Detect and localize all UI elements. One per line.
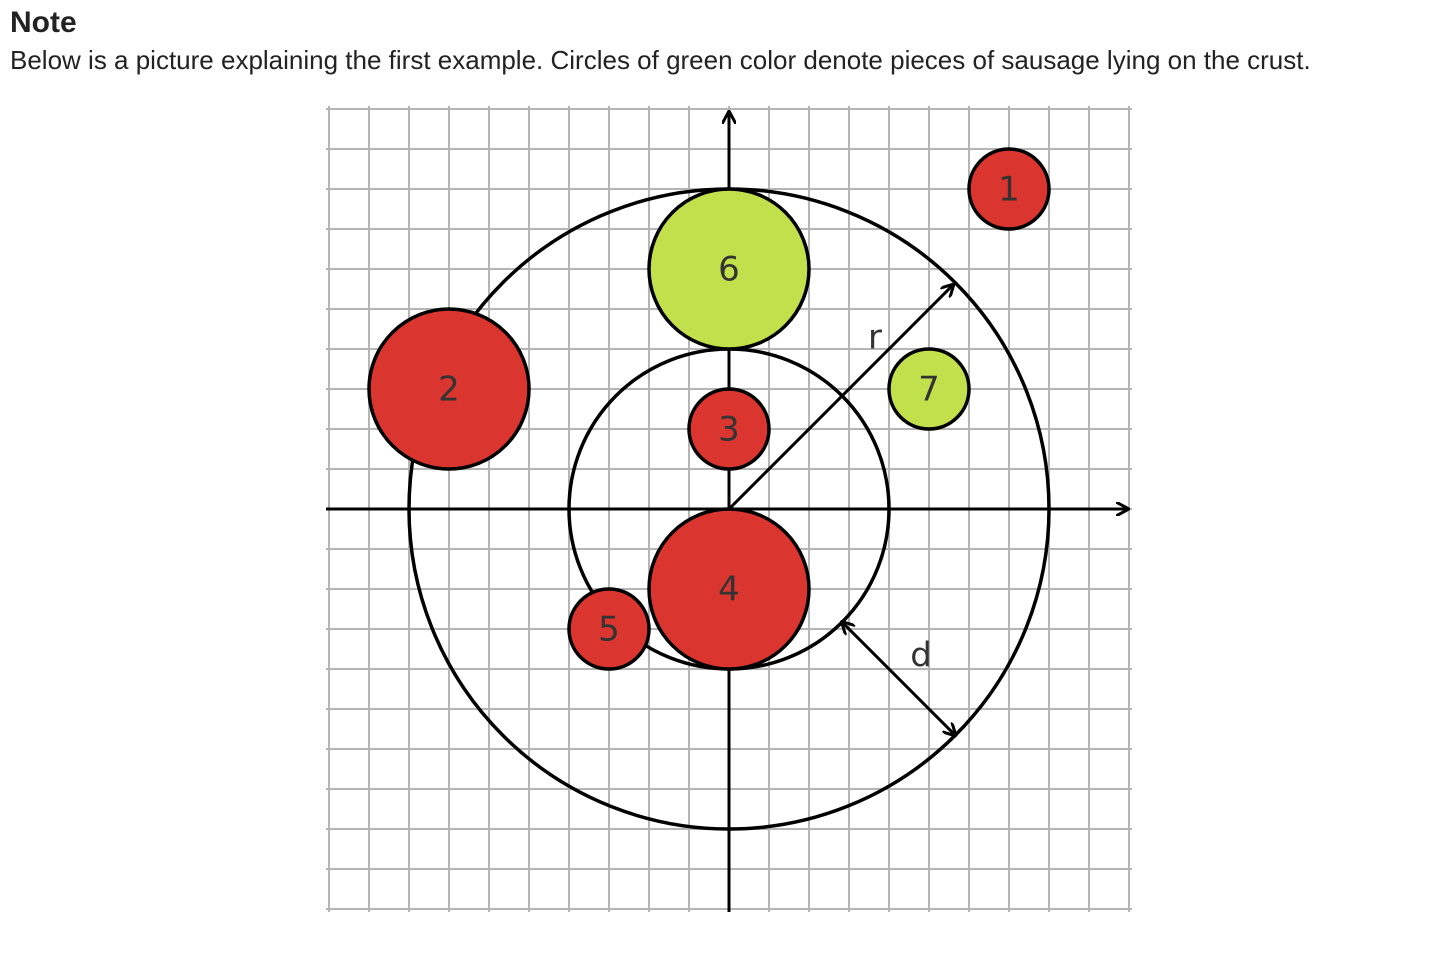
sausage-piece-label: 5 — [598, 610, 620, 650]
note-text: Below is a picture explaining the first … — [10, 45, 1311, 75]
sausage-piece-3: 3 — [687, 387, 771, 471]
crust-width-label: d — [910, 636, 932, 676]
sausage-piece-label: 4 — [718, 570, 740, 610]
sausage-pieces: 1 2 3 4 5 6 7 — [367, 147, 1051, 671]
sausage-piece-circle — [647, 187, 811, 351]
sausage-piece-2: 2 — [367, 307, 531, 471]
sausage-piece-6: 6 — [647, 187, 811, 351]
sausage-piece-circle — [647, 507, 811, 671]
sausage-piece-label: 7 — [918, 370, 940, 410]
sausage-piece-4: 4 — [647, 507, 811, 671]
sausage-piece-circle — [887, 347, 971, 431]
sausage-piece-label: 6 — [718, 250, 740, 290]
dimension-markers: rd — [727, 285, 955, 736]
crust-width-arrow — [842, 622, 955, 735]
note-title: Note — [10, 6, 77, 39]
sausage-piece-label: 2 — [438, 370, 460, 410]
sausage-piece-1: 1 — [967, 147, 1051, 231]
sausage-piece-circle — [367, 307, 531, 471]
radius-label: r — [868, 318, 882, 358]
sausage-piece-label: 1 — [998, 170, 1020, 210]
sausage-piece-5: 5 — [567, 587, 651, 671]
sausage-piece-label: 3 — [718, 410, 740, 450]
radius-arrow — [727, 285, 953, 511]
sausage-piece-circle — [967, 147, 1051, 231]
sausage-piece-circle — [687, 387, 771, 471]
sausage-piece-7: 7 — [887, 347, 971, 431]
sausage-piece-circle — [567, 587, 651, 671]
